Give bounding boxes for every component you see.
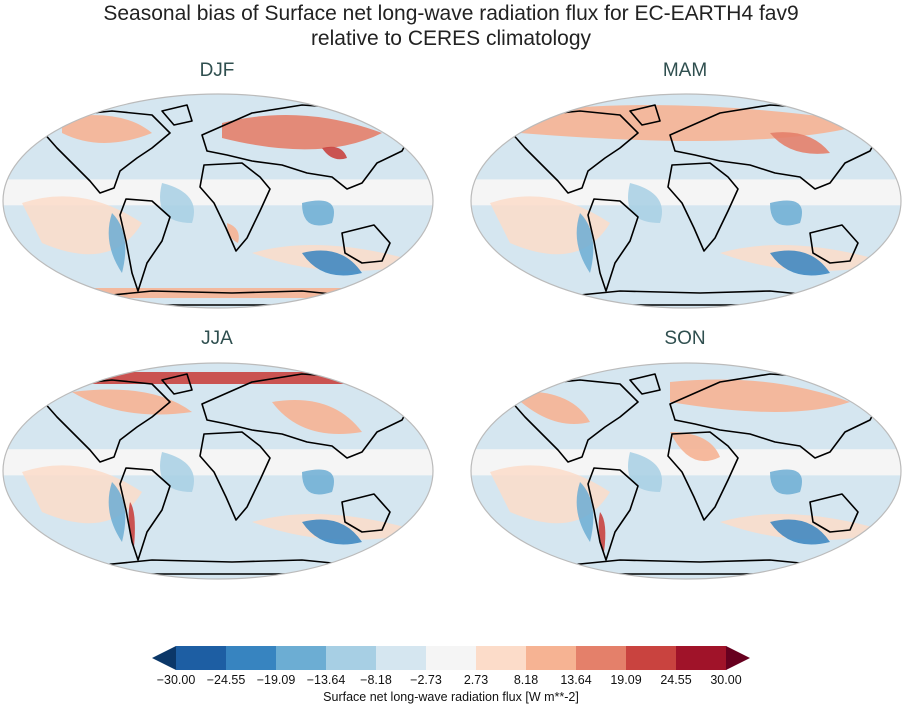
- colorbar-label: Surface net long-wave radiation flux [W …: [323, 690, 579, 704]
- panel-title-son: SON: [664, 328, 706, 349]
- bias-field-region: [222, 115, 382, 150]
- bias-field-region: [576, 213, 594, 273]
- coastline: [41, 379, 171, 463]
- colorbar-bin: [526, 646, 577, 670]
- colorbar-bin: [476, 646, 527, 670]
- bias-field-region: [322, 146, 347, 160]
- map-jja: [2, 362, 434, 580]
- map-djf: [2, 93, 434, 309]
- coastline: [161, 104, 193, 126]
- coastline: [667, 162, 739, 252]
- bias-field-region: [770, 200, 802, 226]
- bias-field-region: [598, 512, 606, 552]
- colorbar: [152, 646, 750, 670]
- colorbar-tick-label: 30.00: [710, 673, 742, 687]
- bias-field-region: [108, 213, 126, 273]
- bias-field-region: [670, 379, 850, 412]
- colorbar-bin: [276, 646, 327, 670]
- bias-field-region: [770, 469, 802, 495]
- bias-field-region: [62, 115, 152, 143]
- coastline: [119, 467, 171, 561]
- bias-field-region: [227, 223, 239, 243]
- coastline: [587, 467, 639, 561]
- coastline: [41, 110, 171, 194]
- bias-field-region: [108, 482, 126, 542]
- colorbar-tick-label: −19.09: [256, 673, 296, 687]
- colorbar-under-arrow: [152, 646, 176, 670]
- colorbar-tick-label: −24.55: [206, 673, 246, 687]
- map-border: [470, 362, 902, 580]
- coastline: [629, 104, 661, 126]
- bias-field-region: [576, 482, 594, 542]
- colorbar-tick-label: 8.18: [513, 673, 539, 687]
- bias-field-region: [770, 132, 830, 154]
- coastline: [809, 224, 859, 264]
- coastline: [509, 379, 639, 463]
- colorbar-bin: [176, 646, 227, 670]
- coastline: [161, 373, 193, 395]
- coastline: [341, 224, 391, 264]
- bias-field-region: [770, 519, 830, 545]
- panel-title-mam: MAM: [662, 60, 708, 81]
- map-border: [2, 362, 434, 580]
- coastline: [509, 110, 639, 194]
- colorbar-tick-label: −8.18: [360, 673, 392, 687]
- bias-field-region: [628, 452, 662, 492]
- map-mam: [470, 93, 902, 309]
- map-son: [470, 362, 902, 580]
- colorbar-bin: [626, 646, 677, 670]
- bias-field-region: [770, 250, 830, 276]
- bias-field-region: [160, 183, 194, 223]
- colorbar-over-arrow: [726, 646, 750, 670]
- colorbar-tick-label: −2.73: [410, 673, 442, 687]
- bias-field-region: [670, 432, 720, 462]
- coastline: [199, 162, 271, 252]
- map-border: [2, 93, 434, 309]
- bias-field-region: [302, 469, 334, 495]
- panel-title-djf: DJF: [199, 60, 235, 81]
- colorbar-tick-label: −30.00: [156, 673, 196, 687]
- coastline: [667, 431, 739, 521]
- coastline: [341, 493, 391, 533]
- bias-field-region: [272, 400, 362, 434]
- bias-field-region: [302, 200, 334, 226]
- colorbar-bin: [676, 646, 727, 670]
- colorbar-tick-label: 19.09: [610, 673, 642, 687]
- colorbar-bin: [326, 646, 377, 670]
- coastline: [629, 373, 661, 395]
- bias-field-region: [160, 452, 194, 492]
- colorbar-tick-label: 24.55: [660, 673, 692, 687]
- coastline: [809, 493, 859, 533]
- bias-field-region: [32, 372, 402, 384]
- colorbar-tick-label: 13.64: [560, 673, 592, 687]
- panel-title-jja: JJA: [201, 328, 233, 349]
- colorbar-tick-label: 2.73: [463, 673, 489, 687]
- coastline: [199, 431, 271, 521]
- bias-field-region: [628, 183, 662, 223]
- colorbar-bin: [576, 646, 627, 670]
- colorbar-bin: [426, 646, 477, 670]
- map-border: [470, 93, 902, 309]
- bias-field-region: [510, 391, 590, 424]
- bias-field-region: [302, 519, 362, 545]
- bias-field-region: [302, 250, 362, 276]
- colorbar-tick-label: −13.64: [306, 673, 346, 687]
- bias-field-region: [128, 502, 135, 547]
- colorbar-bin: [376, 646, 427, 670]
- coastline: [587, 198, 639, 292]
- colorbar-bin: [226, 646, 277, 670]
- figure-title: Seasonal bias of Surface net long-wave r…: [103, 2, 799, 50]
- coastline: [119, 198, 171, 292]
